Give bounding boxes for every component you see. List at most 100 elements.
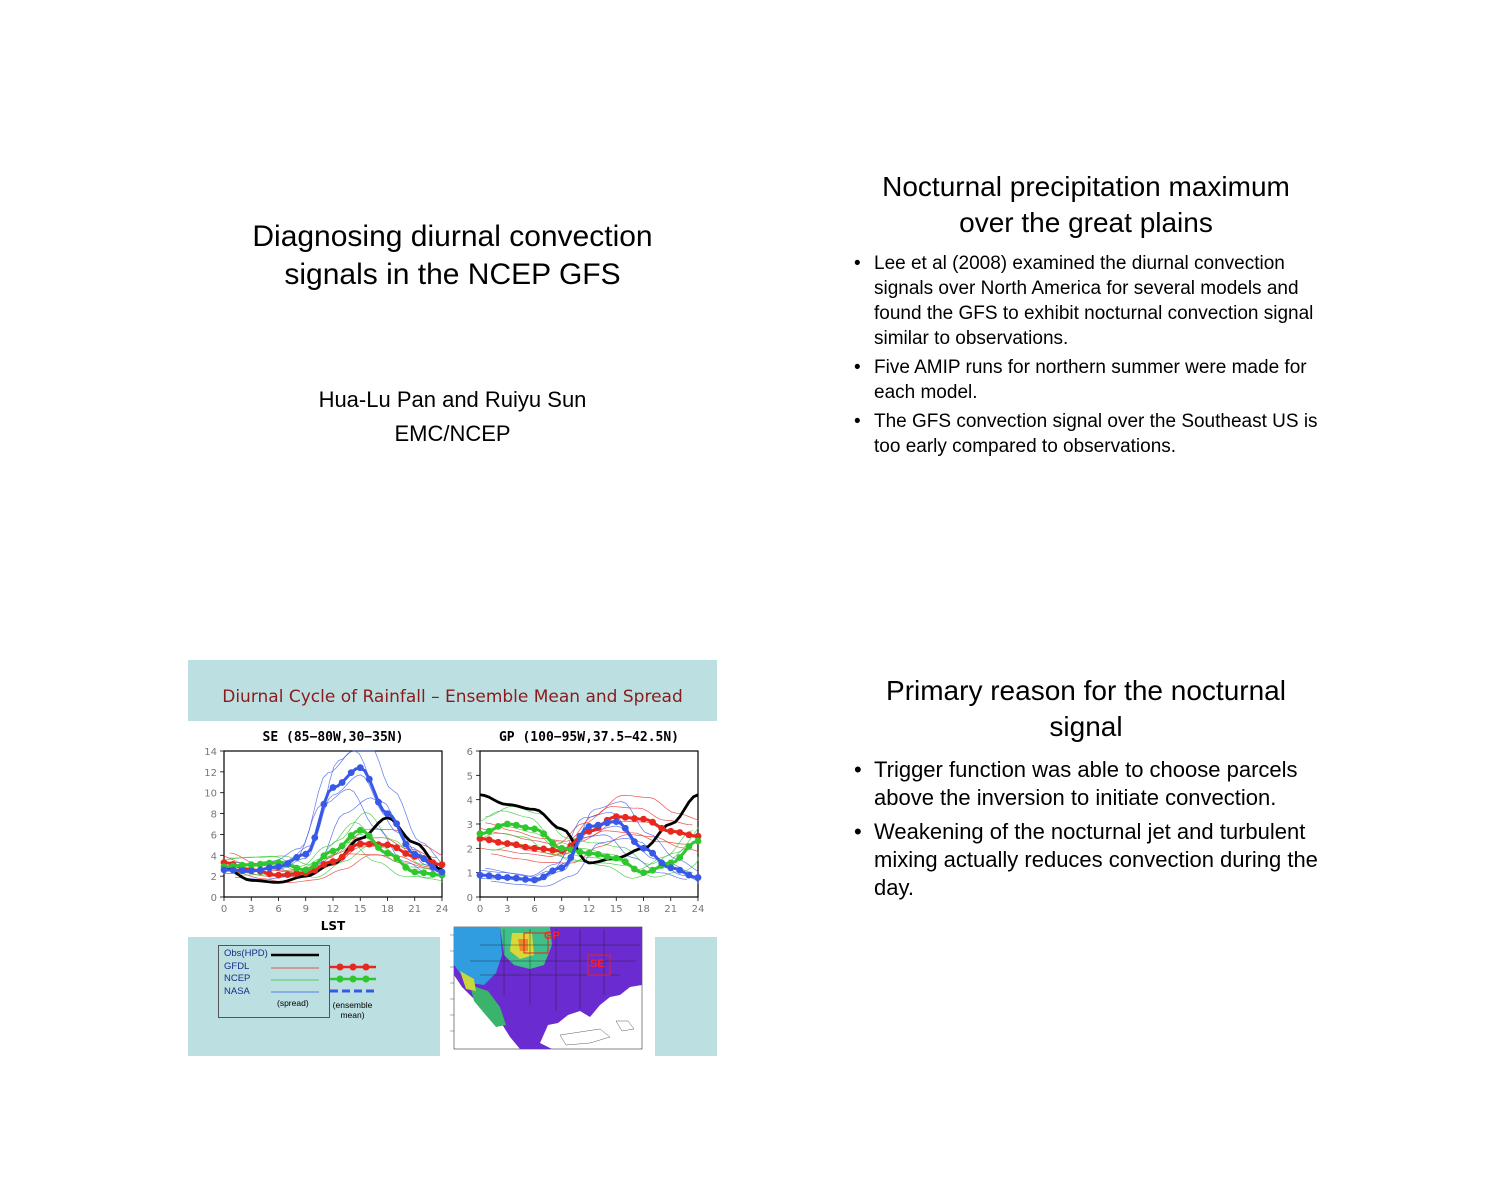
- series-point: [320, 800, 328, 808]
- series-point: [531, 844, 538, 852]
- y-tick-label: 12: [204, 768, 217, 779]
- series-point: [266, 864, 273, 872]
- series-point: [365, 840, 373, 848]
- map-label-se: SE: [590, 958, 605, 970]
- spread-line: [485, 801, 699, 879]
- series-point: [512, 841, 520, 849]
- series-point: [420, 855, 428, 863]
- slide3-banner-title: Diurnal Cycle of Rainfall – Ensemble Mea…: [222, 687, 683, 707]
- bullet-icon: •: [854, 253, 861, 274]
- series-point: [512, 874, 520, 882]
- series-point: [585, 823, 593, 830]
- series-point: [485, 872, 493, 880]
- series-point: [667, 827, 675, 835]
- series-point: [338, 853, 346, 861]
- series-point: [411, 850, 419, 858]
- series-point: [640, 844, 647, 852]
- series-point: [356, 840, 364, 848]
- series-point: [549, 840, 557, 847]
- series-point: [567, 854, 575, 861]
- series-point: [266, 859, 273, 867]
- series-point: [311, 866, 319, 874]
- chart-title: GP (100−95W,37.5−42.5N): [499, 730, 679, 745]
- y-tick-label: 14: [204, 747, 217, 758]
- x-tick-label: 12: [327, 904, 340, 915]
- y-tick-label: 6: [467, 747, 473, 758]
- series-point: [338, 779, 346, 786]
- series-point: [621, 813, 629, 821]
- y-tick-label: 0: [211, 893, 217, 904]
- series-point: [522, 843, 529, 851]
- series-point: [585, 827, 593, 835]
- slide2-bullet-text: Five AMIP runs for northern summer were …: [874, 357, 1307, 403]
- x-tick-label: 0: [221, 904, 227, 915]
- legend-spread-label: (spread): [277, 998, 309, 1008]
- series-point: [558, 844, 566, 852]
- slide1-title-line1: Diagnosing diurnal convection: [252, 220, 653, 253]
- x-tick-label: 18: [637, 904, 650, 915]
- series-point: [531, 876, 538, 884]
- slide4-title-line1: Primary reason for the nocturnal: [886, 675, 1286, 706]
- bullet-icon: •: [854, 819, 862, 844]
- list-item: • Weakening of the nocturnal jet and turb…: [850, 818, 1320, 902]
- x-tick-label: 9: [303, 904, 309, 915]
- series-point: [384, 841, 391, 849]
- series-point: [522, 824, 529, 831]
- series-point: [247, 861, 255, 869]
- series-point: [220, 866, 228, 874]
- series-point: [238, 861, 246, 869]
- series-point: [658, 824, 666, 832]
- series-point: [676, 854, 684, 861]
- legend-mean-label: (ensemble mean): [330, 1000, 375, 1020]
- series-point: [293, 864, 301, 872]
- y-tick-label: 2: [467, 844, 473, 855]
- series-point: [594, 821, 602, 829]
- y-tick-label: 5: [467, 771, 473, 782]
- spread-line: [490, 837, 699, 887]
- x-tick-label: 6: [531, 904, 537, 915]
- series-point: [320, 861, 328, 868]
- series-point: [438, 861, 446, 869]
- series-point: [356, 826, 364, 834]
- series-point: [540, 873, 547, 881]
- spread-line: [485, 795, 699, 842]
- y-tick-label: 8: [211, 810, 217, 821]
- series-point: [329, 858, 337, 865]
- series-point: [356, 764, 364, 772]
- series-point: [685, 831, 693, 839]
- series-point: [384, 810, 391, 817]
- series-point: [485, 836, 493, 844]
- slide2-bullet-text: The GFS convection signal over the South…: [874, 411, 1318, 457]
- bullet-icon: •: [854, 411, 861, 432]
- series-point: [393, 854, 400, 862]
- series-point: [531, 825, 538, 833]
- y-tick-label: 4: [211, 851, 217, 862]
- y-tick-label: 1: [467, 869, 473, 880]
- series-point: [494, 838, 502, 846]
- slide2-bullet-text: Lee et al (2008) examined the diurnal co…: [874, 253, 1314, 349]
- series-point: [402, 840, 410, 848]
- series-point: [302, 850, 310, 858]
- series-point: [503, 840, 511, 847]
- x-tick-label: 24: [692, 904, 705, 915]
- legend-mean-line2: mean): [340, 1010, 365, 1020]
- series-point: [694, 874, 702, 881]
- list-item: • Trigger function was able to choose par…: [850, 756, 1320, 812]
- series-point: [266, 870, 273, 878]
- series-point: [238, 867, 246, 875]
- series-point: [329, 784, 337, 791]
- series-point: [393, 844, 400, 852]
- series-point: [631, 815, 638, 822]
- series-point: [247, 867, 255, 875]
- x-tick-label: 12: [583, 904, 596, 915]
- slide4-title-line2: signal: [1049, 711, 1123, 742]
- y-tick-label: 4: [467, 796, 473, 807]
- slide1-authors: Hua-Lu Pan and Ruiyu Sun: [318, 387, 587, 412]
- legend-labels: Obs(HPD) GFDL NCEP NASA: [224, 948, 268, 998]
- series-point: [649, 818, 656, 826]
- spread-line: [479, 810, 693, 870]
- slide4-bullet-list: • Trigger function was able to choose par…: [850, 756, 1320, 908]
- series-point: [293, 854, 301, 861]
- series-point: [429, 870, 437, 878]
- series-point: [649, 866, 656, 874]
